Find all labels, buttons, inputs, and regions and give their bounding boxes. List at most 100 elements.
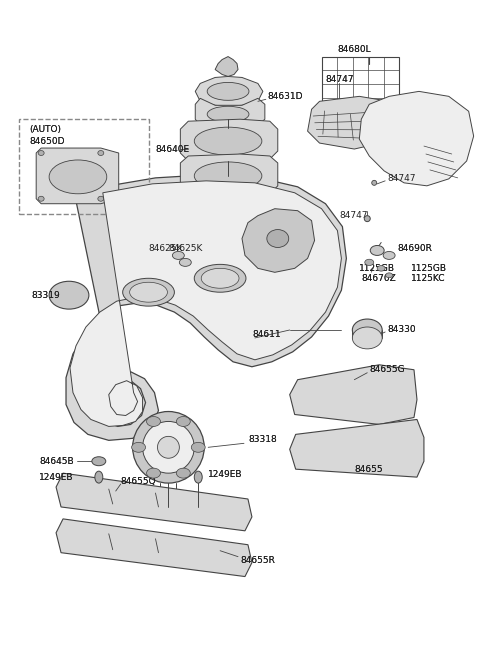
Polygon shape — [195, 98, 265, 127]
Text: 1125GB: 1125GB — [360, 264, 396, 273]
Text: 84747: 84747 — [325, 75, 354, 84]
Ellipse shape — [98, 151, 104, 155]
Text: 84680L: 84680L — [337, 45, 371, 54]
Polygon shape — [180, 154, 278, 196]
Ellipse shape — [194, 265, 246, 292]
Text: 84655Q: 84655Q — [120, 477, 156, 485]
Text: 1125GB: 1125GB — [360, 264, 396, 273]
Ellipse shape — [95, 471, 103, 483]
Bar — [322, 56, 399, 111]
Text: 1249EB: 1249EB — [39, 473, 73, 481]
Ellipse shape — [176, 468, 190, 478]
Ellipse shape — [364, 215, 370, 221]
Text: (AUTO): (AUTO) — [29, 124, 61, 134]
Ellipse shape — [38, 196, 44, 201]
Ellipse shape — [123, 278, 174, 306]
Ellipse shape — [383, 252, 395, 259]
Ellipse shape — [180, 259, 192, 267]
Ellipse shape — [132, 411, 204, 483]
Text: (AUTO): (AUTO) — [29, 124, 61, 134]
Text: 1249EB: 1249EB — [208, 470, 243, 479]
Text: 84747: 84747 — [325, 75, 354, 84]
Ellipse shape — [352, 319, 382, 341]
Polygon shape — [70, 181, 341, 426]
Ellipse shape — [194, 127, 262, 155]
Text: 83318: 83318 — [248, 435, 276, 444]
Ellipse shape — [207, 83, 249, 100]
Text: 84690R: 84690R — [397, 244, 432, 253]
Text: 84625K: 84625K — [168, 244, 203, 253]
Polygon shape — [180, 119, 278, 161]
Ellipse shape — [370, 246, 384, 255]
Polygon shape — [290, 365, 417, 424]
Text: 1125GB: 1125GB — [411, 264, 447, 273]
Text: 84650D: 84650D — [29, 137, 65, 145]
Text: 84650D: 84650D — [29, 137, 65, 145]
Ellipse shape — [49, 281, 89, 309]
Text: 1125KC: 1125KC — [411, 274, 445, 283]
Text: 84645B: 84645B — [39, 457, 74, 466]
Polygon shape — [290, 419, 424, 477]
Text: 1249EB: 1249EB — [208, 470, 243, 479]
Text: 84655: 84655 — [354, 464, 383, 474]
Ellipse shape — [194, 162, 262, 190]
Ellipse shape — [157, 436, 180, 458]
Ellipse shape — [176, 417, 190, 426]
Text: 83319: 83319 — [31, 291, 60, 300]
Polygon shape — [215, 56, 238, 77]
Ellipse shape — [267, 229, 288, 248]
Polygon shape — [56, 473, 252, 531]
Ellipse shape — [92, 457, 106, 466]
Text: 84330: 84330 — [387, 326, 416, 335]
Bar — [19, 119, 148, 214]
Ellipse shape — [98, 196, 104, 201]
Ellipse shape — [377, 265, 385, 271]
Text: 84640E: 84640E — [156, 145, 190, 153]
Text: 84655: 84655 — [354, 464, 383, 474]
Text: 84670Z: 84670Z — [361, 274, 396, 283]
Text: 84330: 84330 — [387, 326, 416, 335]
Polygon shape — [36, 148, 119, 204]
Text: 84690R: 84690R — [397, 244, 432, 253]
Text: 84655G: 84655G — [369, 365, 405, 374]
Text: 84655R: 84655R — [240, 556, 275, 565]
Polygon shape — [56, 519, 252, 576]
Ellipse shape — [146, 417, 160, 426]
Ellipse shape — [372, 180, 377, 185]
Ellipse shape — [130, 282, 168, 302]
Polygon shape — [360, 92, 474, 186]
Polygon shape — [195, 77, 263, 106]
Ellipse shape — [194, 471, 202, 483]
Text: 84655Q: 84655Q — [120, 477, 156, 485]
Polygon shape — [308, 96, 399, 149]
Ellipse shape — [143, 421, 194, 473]
Ellipse shape — [38, 151, 44, 155]
Text: 1125GB: 1125GB — [411, 264, 447, 273]
Ellipse shape — [385, 273, 393, 278]
Text: 1125KC: 1125KC — [411, 274, 445, 283]
Text: 84670Z: 84670Z — [361, 274, 396, 283]
Ellipse shape — [201, 269, 239, 288]
Ellipse shape — [132, 442, 145, 452]
Text: 84640E: 84640E — [156, 145, 190, 153]
Ellipse shape — [49, 160, 107, 194]
Text: 84655G: 84655G — [369, 365, 405, 374]
Text: 84631D: 84631D — [268, 92, 303, 101]
Ellipse shape — [352, 327, 382, 349]
Ellipse shape — [207, 106, 249, 122]
Text: 84631D: 84631D — [268, 92, 303, 101]
Polygon shape — [66, 175, 347, 440]
Text: 83318: 83318 — [248, 435, 276, 444]
Ellipse shape — [146, 468, 160, 478]
Ellipse shape — [365, 259, 374, 265]
Polygon shape — [242, 209, 314, 272]
Text: 84747: 84747 — [339, 211, 368, 220]
Text: 84655R: 84655R — [240, 556, 275, 565]
Text: 83319: 83319 — [31, 291, 60, 300]
Text: 84645B: 84645B — [39, 457, 74, 466]
Ellipse shape — [172, 252, 184, 259]
Text: 84611: 84611 — [252, 331, 280, 339]
Text: 84625K: 84625K — [148, 244, 183, 253]
Text: 84611: 84611 — [252, 331, 280, 339]
Text: 84747: 84747 — [387, 174, 416, 183]
